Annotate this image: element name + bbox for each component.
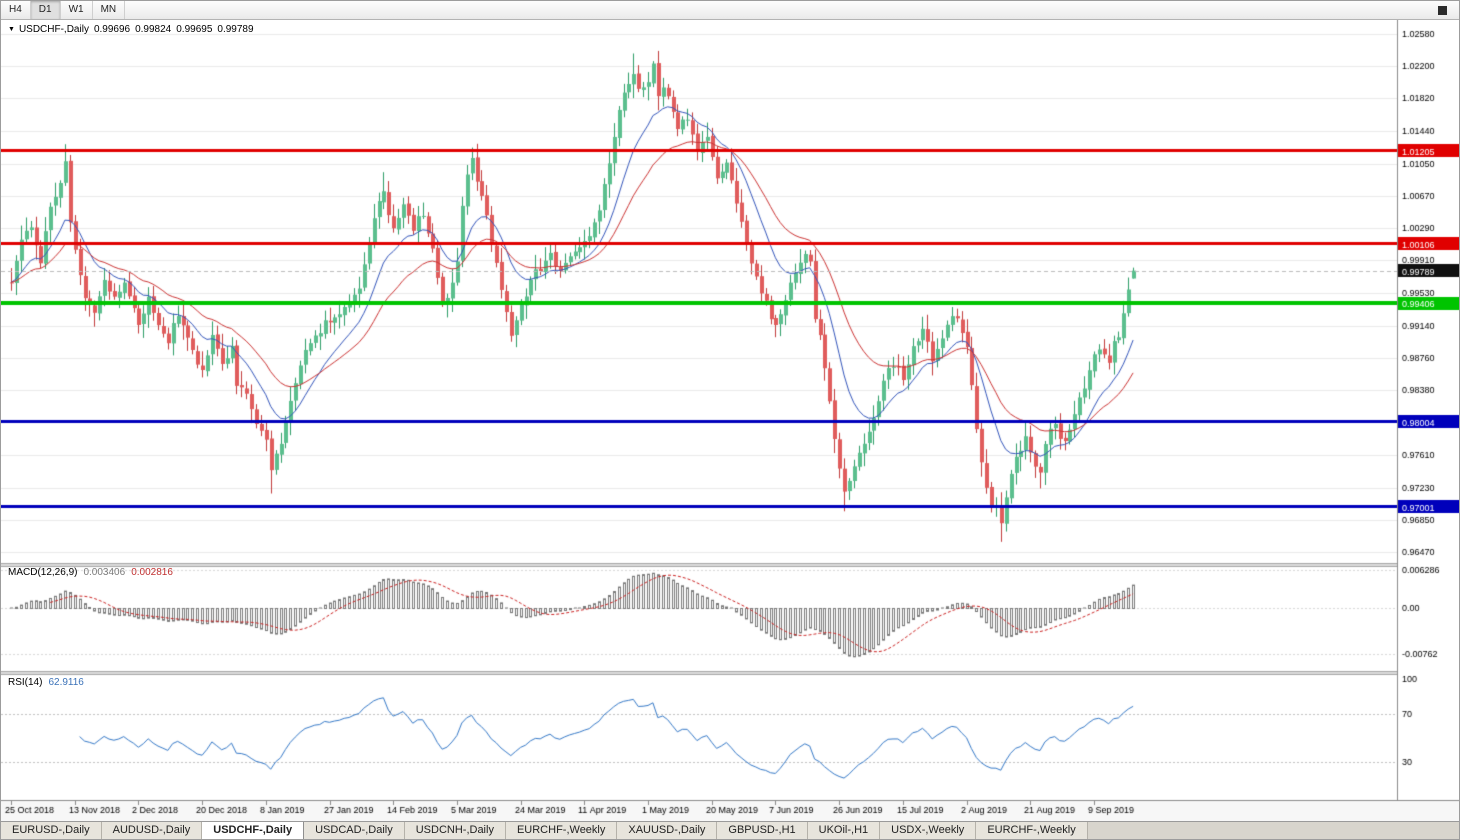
- chart-tab-gbpusd[interactable]: GBPUSD-,H1: [717, 822, 808, 839]
- chart-tab-usdx[interactable]: USDX-,Weekly: [880, 822, 977, 839]
- window-control-icon[interactable]: [1438, 6, 1447, 15]
- chart-tab-usdcad[interactable]: USDCAD-,Daily: [304, 822, 405, 839]
- timeframe-toolbar: H4 D1 W1 MN: [1, 1, 1459, 20]
- timeframe-button-d1[interactable]: D1: [30, 1, 61, 19]
- chart-tab-usdcnh[interactable]: USDCNH-,Daily: [404, 822, 506, 839]
- chart-tab-usdchf[interactable]: USDCHF-,Daily: [202, 822, 305, 839]
- timeframe-button-mn[interactable]: MN: [93, 1, 126, 19]
- chart-canvas[interactable]: [1, 20, 1459, 823]
- chart-tab-eurchf-1[interactable]: EURCHF-,Weekly: [505, 822, 618, 839]
- chart-tab-bar: EURUSD-,Daily AUDUSD-,Daily USDCHF-,Dail…: [1, 821, 1459, 839]
- timeframe-button-h4[interactable]: H4: [1, 1, 31, 19]
- chart-tab-eurchf-2[interactable]: EURCHF-,Weekly: [976, 822, 1088, 839]
- chart-tab-ukoil[interactable]: UKOil-,H1: [807, 822, 881, 839]
- chart-tab-eurusd[interactable]: EURUSD-,Daily: [1, 822, 102, 839]
- chart-tab-xauusd[interactable]: XAUUSD-,Daily: [617, 822, 718, 839]
- timeframe-button-w1[interactable]: W1: [61, 1, 93, 19]
- chart-tab-audusd[interactable]: AUDUSD-,Daily: [101, 822, 203, 839]
